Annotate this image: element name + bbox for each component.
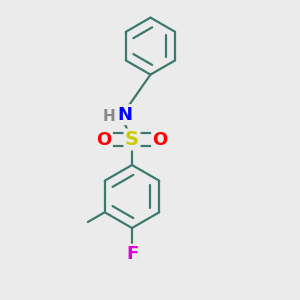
- Text: N: N: [117, 106, 132, 124]
- Text: O: O: [153, 130, 168, 148]
- Text: O: O: [96, 130, 111, 148]
- Text: S: S: [125, 130, 139, 149]
- Text: F: F: [126, 245, 138, 263]
- Text: H: H: [102, 109, 115, 124]
